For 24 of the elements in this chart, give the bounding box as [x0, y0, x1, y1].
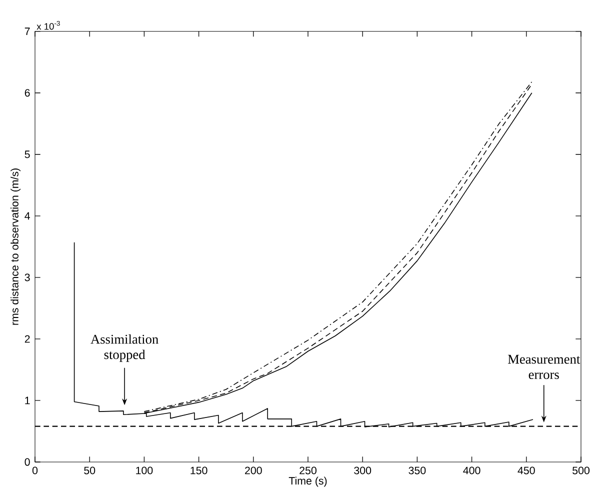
x-tick-label: 400: [463, 466, 480, 474]
y-tick-label: 4: [24, 212, 30, 220]
y-tick-label: 7: [24, 28, 30, 36]
y-axis-title: rms distance to observation (m/s): [10, 168, 21, 325]
x-tick-label: 300: [354, 466, 372, 474]
x-tick-label: 250: [300, 466, 316, 474]
x-tick-label: 0: [32, 466, 38, 474]
x-tick-label: 50: [84, 466, 96, 474]
x-tick-label: 350: [408, 466, 426, 474]
x-tick-label: 450: [518, 466, 535, 474]
y-tick-label: 1: [25, 396, 30, 404]
y-tick-label: 3: [24, 274, 30, 282]
x-tick-label: 150: [190, 466, 208, 474]
text: x 10$^{-3}$: [36, 20, 60, 30]
y-tick-label: 6: [24, 89, 30, 97]
y-tick-label: 0: [24, 458, 30, 466]
x-tick-label: 200: [245, 466, 262, 474]
y-tick-label: 2: [24, 335, 30, 343]
x-tick-label: 500: [572, 466, 590, 474]
y-tick-label: 5: [24, 150, 30, 158]
annotation: Measurement errors: [508, 354, 580, 380]
annotation: Assimilation stopped: [90, 334, 158, 362]
x-axis-title: Time (s): [288, 476, 327, 487]
x-tick-label: 100: [136, 466, 153, 474]
